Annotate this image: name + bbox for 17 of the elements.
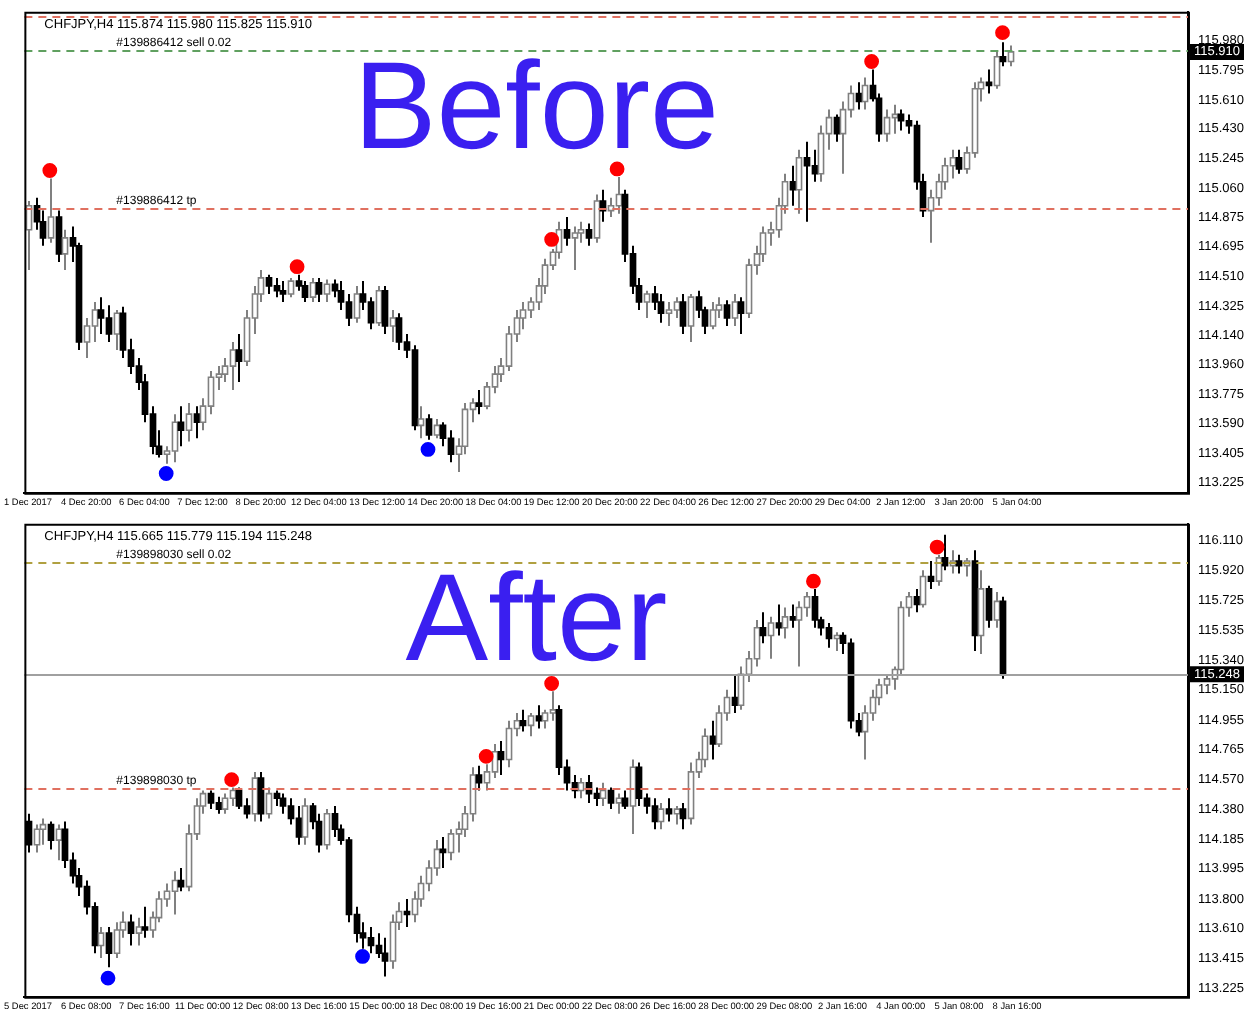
chart-title: Before [353,37,720,176]
point [42,163,58,178]
point [355,949,370,964]
point [478,748,494,764]
point [609,161,625,177]
point [544,676,560,691]
chart-title: After [405,549,668,688]
point [806,573,821,589]
point [420,442,436,457]
point [289,259,305,275]
point [929,539,945,555]
point [224,772,240,788]
point [158,466,174,481]
point [864,54,880,69]
point [995,25,1010,41]
point [544,232,560,247]
point [100,970,116,986]
